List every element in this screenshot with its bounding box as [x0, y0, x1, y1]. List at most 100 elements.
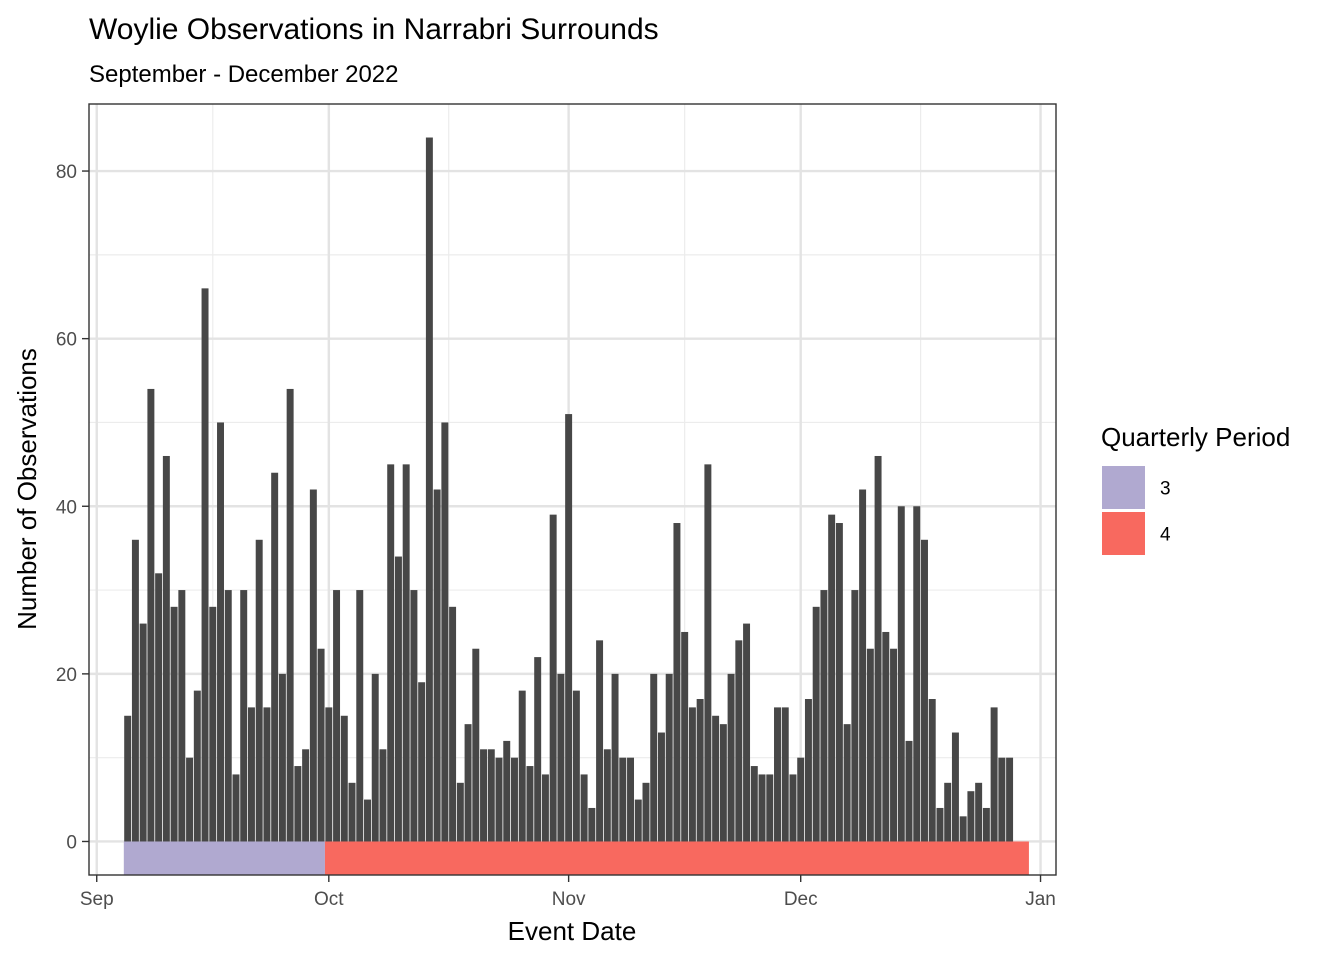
bar	[356, 590, 364, 842]
bar	[588, 807, 596, 842]
x-tick-label: Dec	[784, 889, 818, 910]
bar	[456, 782, 464, 842]
bar	[309, 489, 317, 842]
bar	[804, 699, 812, 842]
bar	[828, 514, 836, 842]
bar	[688, 707, 696, 842]
bar	[572, 690, 580, 842]
bar	[797, 757, 805, 842]
bar	[719, 724, 727, 842]
y-tick-label: 80	[56, 162, 77, 183]
legend-label: 3	[1160, 479, 1171, 500]
bar	[890, 648, 898, 842]
bar	[936, 807, 944, 842]
bar	[673, 523, 681, 842]
bar	[278, 673, 286, 842]
legend: Quarterly Period 3 4	[1101, 422, 1290, 555]
bar	[271, 472, 279, 842]
bar	[487, 749, 495, 842]
bar	[340, 715, 348, 842]
legend-label: 4	[1160, 525, 1171, 546]
bar	[1006, 757, 1014, 842]
bar	[534, 657, 542, 842]
y-axis-title: Number of Observations	[12, 348, 42, 630]
bar	[812, 606, 820, 842]
bar	[464, 724, 472, 842]
bar	[967, 791, 975, 842]
bar	[325, 707, 333, 842]
bar	[348, 782, 356, 842]
bar	[302, 749, 310, 842]
period-band-3	[123, 841, 325, 875]
bar	[657, 732, 665, 842]
bar	[781, 707, 789, 842]
panel-border	[88, 103, 1057, 876]
bar	[139, 623, 147, 842]
bar	[835, 523, 843, 842]
bar	[178, 590, 186, 842]
bar	[603, 749, 611, 842]
x-tick-label: Nov	[552, 889, 586, 910]
bar	[263, 707, 271, 842]
bar	[549, 514, 557, 842]
bar	[951, 732, 959, 842]
bar	[959, 816, 967, 842]
bar	[735, 640, 743, 842]
bar	[704, 464, 712, 842]
bar	[874, 455, 882, 842]
bar	[240, 590, 248, 842]
bar	[897, 506, 905, 842]
bar	[541, 774, 549, 842]
bar	[410, 590, 418, 842]
bar	[882, 631, 890, 842]
bar	[495, 757, 503, 842]
bar	[193, 690, 201, 842]
bar	[975, 782, 983, 842]
bar	[402, 464, 410, 842]
y-tick-label: 0	[66, 832, 77, 853]
bar	[743, 623, 751, 842]
bar	[758, 774, 766, 842]
bar	[333, 590, 341, 842]
chart-title: Woylie Observations in Narrabri Surround…	[89, 13, 659, 46]
bar	[998, 757, 1006, 842]
bar	[147, 388, 155, 842]
bar	[596, 640, 604, 842]
plot-area: 0 20 40 60 80 Sep Oct Nov Dec Jan	[56, 103, 1057, 910]
bar	[247, 707, 255, 842]
bar	[503, 740, 511, 842]
bar	[232, 774, 240, 842]
bar	[619, 757, 627, 842]
bar	[379, 749, 387, 842]
bar	[843, 724, 851, 842]
bar	[766, 774, 774, 842]
bar	[472, 648, 480, 842]
bar	[162, 455, 170, 842]
bar	[449, 606, 457, 842]
bar	[217, 422, 224, 842]
bar	[510, 757, 518, 842]
bar	[224, 590, 232, 842]
bar	[851, 590, 859, 842]
bar	[944, 782, 952, 842]
y-tick-label: 20	[56, 665, 77, 686]
bar	[580, 774, 588, 842]
legend-key-3	[1102, 466, 1145, 509]
bar	[418, 682, 426, 842]
bar	[186, 757, 194, 842]
bar	[727, 673, 735, 842]
bar	[634, 799, 642, 842]
bar	[611, 673, 619, 842]
bar	[209, 606, 217, 842]
bar	[913, 506, 921, 842]
legend-title: Quarterly Period	[1101, 422, 1290, 452]
chart-subtitle: September - December 2022	[89, 61, 399, 88]
bar	[394, 556, 402, 842]
bar	[866, 648, 874, 842]
bar	[789, 774, 797, 842]
bar	[364, 799, 371, 842]
bar	[750, 766, 758, 842]
bar	[557, 673, 565, 842]
